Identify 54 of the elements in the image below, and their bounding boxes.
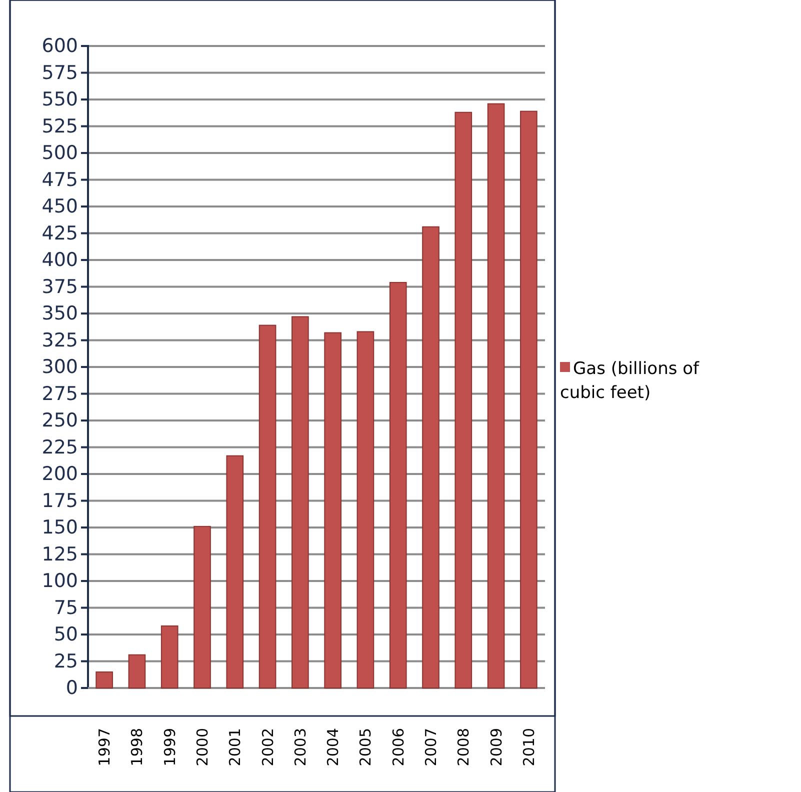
y-tick-label: 575 xyxy=(42,62,78,84)
bar xyxy=(487,103,505,688)
y-tick-label: 275 xyxy=(42,382,78,405)
bar xyxy=(128,654,146,688)
x-tick-label: 2005 xyxy=(356,728,375,766)
x-tick-label: 2001 xyxy=(226,728,244,766)
x-tick-label: 2004 xyxy=(324,728,342,766)
y-tick-label: 175 xyxy=(42,490,78,512)
y-tick-label: 125 xyxy=(42,543,78,566)
bar xyxy=(258,324,276,688)
x-tick-label: 2009 xyxy=(487,728,506,766)
x-tick-label: 2008 xyxy=(454,728,473,766)
bar xyxy=(389,282,407,688)
bar xyxy=(356,331,374,688)
legend-label: Gas (billions of cubic feet) xyxy=(560,359,700,403)
x-tick-label: 1998 xyxy=(128,728,146,766)
y-tick-label: 0 xyxy=(66,677,78,700)
y-tick-label: 325 xyxy=(42,329,78,352)
y-tick-label: 600 xyxy=(42,35,78,58)
y-tick-label: 200 xyxy=(42,463,78,486)
y-tick-label: 525 xyxy=(42,115,78,138)
y-tick-label: 300 xyxy=(42,356,78,378)
x-tick-label: 1999 xyxy=(160,728,179,766)
bar xyxy=(160,625,178,688)
y-tick-label: 150 xyxy=(42,516,78,539)
y-tick-label: 50 xyxy=(54,624,78,646)
bar xyxy=(226,455,244,688)
bar xyxy=(96,671,113,688)
x-tick-label: 1997 xyxy=(96,728,114,766)
bar xyxy=(292,316,309,688)
bar xyxy=(520,110,538,688)
y-tick-label: 375 xyxy=(42,276,78,298)
y-tick-label: 425 xyxy=(42,222,78,244)
bar xyxy=(324,332,342,688)
bar xyxy=(422,226,440,688)
bar xyxy=(194,526,211,688)
y-tick-label: 400 xyxy=(42,249,78,272)
x-tick-label: 2007 xyxy=(422,728,440,766)
x-tick-label: 2002 xyxy=(258,728,277,766)
y-tick-label: 75 xyxy=(54,596,78,619)
y-tick-label: 25 xyxy=(54,650,78,672)
y-tick-label: 100 xyxy=(42,570,78,592)
y-tick-label: 550 xyxy=(42,88,78,111)
y-tick-label: 225 xyxy=(42,436,78,458)
x-tick-label: 2006 xyxy=(389,728,408,766)
x-tick-label: 2000 xyxy=(194,728,212,766)
y-tick-label: 250 xyxy=(42,410,78,432)
y-tick-label: 450 xyxy=(42,196,78,218)
y-tick-label: 475 xyxy=(42,168,78,191)
bar xyxy=(454,112,472,688)
x-tick-label: 2003 xyxy=(291,728,310,766)
y-tick-label: 500 xyxy=(42,142,78,164)
y-tick-label: 350 xyxy=(42,302,78,325)
x-tick-label: 2010 xyxy=(520,728,538,766)
